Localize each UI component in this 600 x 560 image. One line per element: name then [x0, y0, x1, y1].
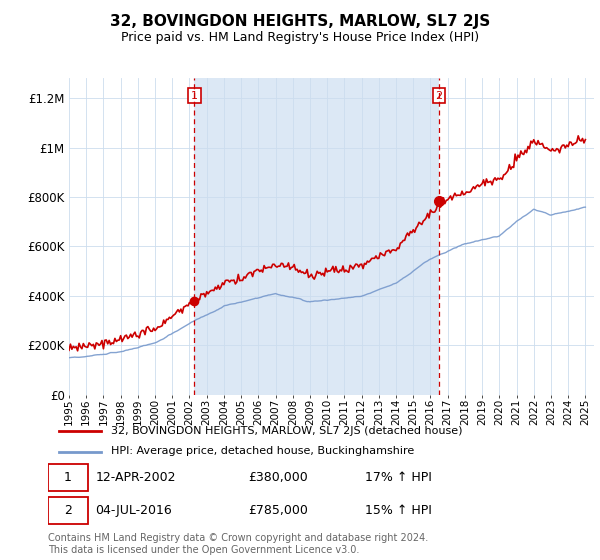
Text: £785,000: £785,000: [248, 504, 308, 517]
Text: 32, BOVINGDON HEIGHTS, MARLOW, SL7 2JS (detached house): 32, BOVINGDON HEIGHTS, MARLOW, SL7 2JS (…: [112, 426, 463, 436]
Text: 12-APR-2002: 12-APR-2002: [95, 471, 176, 484]
Text: Contains HM Land Registry data © Crown copyright and database right 2024.
This d: Contains HM Land Registry data © Crown c…: [48, 533, 428, 555]
FancyBboxPatch shape: [48, 464, 88, 491]
Text: 17% ↑ HPI: 17% ↑ HPI: [365, 471, 431, 484]
Text: £380,000: £380,000: [248, 471, 308, 484]
Text: 2: 2: [436, 91, 443, 101]
FancyBboxPatch shape: [48, 497, 88, 524]
Text: 1: 1: [191, 91, 198, 101]
Text: HPI: Average price, detached house, Buckinghamshire: HPI: Average price, detached house, Buck…: [112, 446, 415, 456]
Text: 1: 1: [64, 471, 72, 484]
Bar: [194, 78, 439, 395]
Text: 04-JUL-2016: 04-JUL-2016: [95, 504, 172, 517]
Text: Price paid vs. HM Land Registry's House Price Index (HPI): Price paid vs. HM Land Registry's House …: [121, 31, 479, 44]
Text: 15% ↑ HPI: 15% ↑ HPI: [365, 504, 431, 517]
Text: 2: 2: [64, 504, 72, 517]
Text: 32, BOVINGDON HEIGHTS, MARLOW, SL7 2JS: 32, BOVINGDON HEIGHTS, MARLOW, SL7 2JS: [110, 14, 490, 29]
